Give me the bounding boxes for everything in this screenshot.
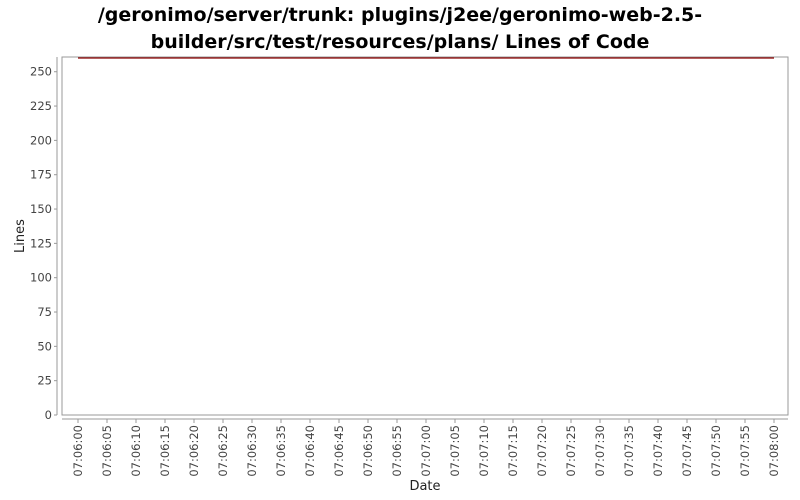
y-tick-label: 200 [30, 133, 52, 147]
x-axis: 07:06:00 07:06:05 07:06:10 07:06:15 07:06:20… [62, 418, 788, 477]
x-tick-label: 07:06:20 [187, 425, 201, 477]
y-tick-label: 125 [30, 236, 52, 250]
y-tick-label: 150 [30, 202, 52, 216]
x-tick-label: 07:07:10 [477, 425, 491, 477]
x-tick-label: 07:06:50 [361, 425, 375, 477]
x-tick-label: 07:08:00 [767, 425, 781, 477]
x-tick-label: 07:06:35 [274, 425, 288, 477]
x-axis-label: Date [409, 479, 440, 494]
chart-title-line-1: /geronimo/server/trunk: plugins/j2ee/ger… [97, 4, 703, 26]
chart-title: /geronimo/server/trunk: plugins/j2ee/ger… [0, 2, 800, 56]
x-tick-label: 07:07:35 [622, 425, 636, 477]
x-tick-label: 07:07:25 [564, 425, 578, 477]
y-tick-label: 50 [37, 339, 52, 353]
y-tick-label: 75 [37, 305, 52, 319]
chart-title-line-2: builder/src/test/resources/plans/ Lines … [150, 31, 650, 53]
y-tick-label: 25 [37, 374, 52, 388]
y-tick-label: 250 [30, 65, 52, 79]
x-tick-label: 07:07:15 [506, 425, 520, 477]
x-tick-label: 07:07:55 [738, 425, 752, 477]
x-tick-label: 07:06:05 [100, 425, 114, 477]
y-axis: 0 25 50 75 100 125 150 175 200 225 250 [30, 57, 58, 422]
x-tick-label: 07:06:10 [129, 425, 143, 477]
plot-area [61, 56, 789, 416]
y-tick-label: 100 [30, 271, 52, 285]
x-tick-label: 07:07:30 [593, 425, 607, 477]
x-tick-label: 07:06:25 [216, 425, 230, 477]
y-tick-label: 175 [30, 168, 52, 182]
x-tick-label: 07:06:00 [71, 425, 85, 477]
y-tick-label: 0 [45, 408, 52, 422]
x-tick-label: 07:07:40 [651, 425, 665, 477]
x-tick-label: 07:06:45 [332, 425, 346, 477]
x-tick-label: 07:06:40 [303, 425, 317, 477]
x-tick-label: 07:06:55 [390, 425, 404, 477]
y-axis-label: Lines [13, 219, 28, 253]
x-tick-label: 07:07:00 [419, 425, 433, 477]
x-tick-label: 07:07:20 [535, 425, 549, 477]
y-tick-label: 225 [30, 99, 52, 113]
x-tick-label: 07:07:05 [448, 425, 462, 477]
x-tick-label: 07:07:45 [680, 425, 694, 477]
x-tick-label: 07:06:30 [245, 425, 259, 477]
x-tick-label: 07:06:15 [158, 425, 172, 477]
x-tick-label: 07:07:50 [709, 425, 723, 477]
